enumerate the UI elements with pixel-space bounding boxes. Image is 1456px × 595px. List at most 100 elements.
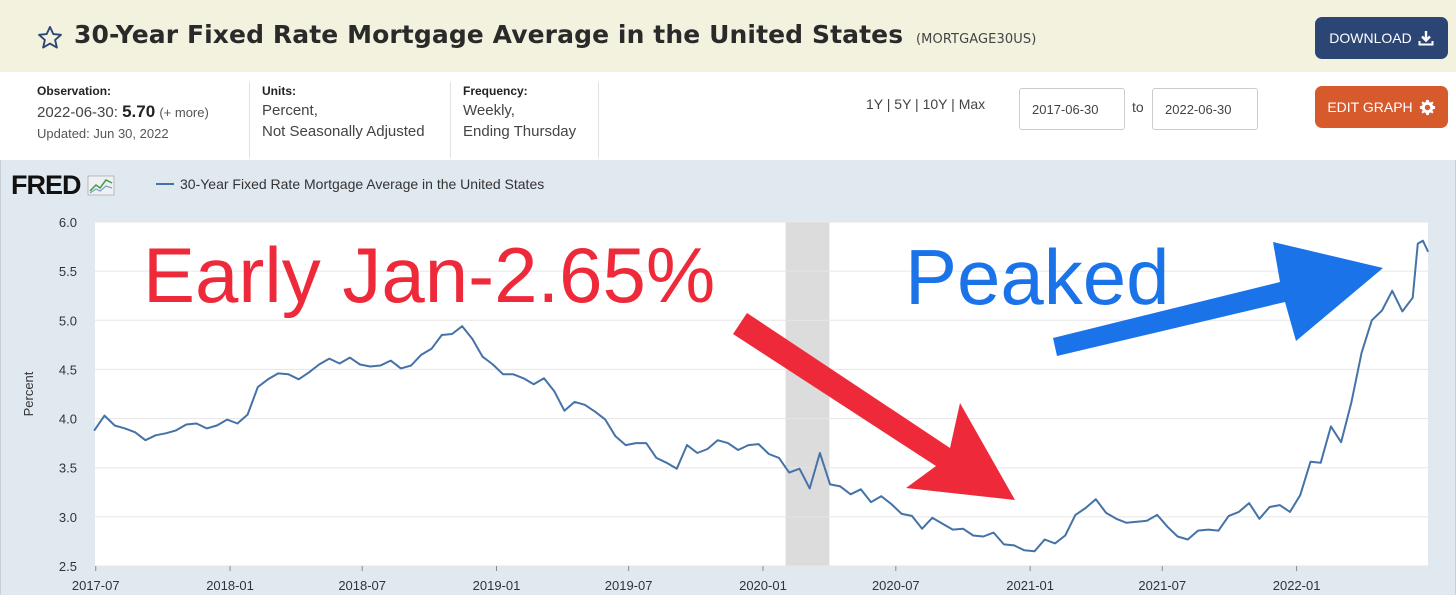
data-point <box>482 356 484 358</box>
data-point <box>604 418 606 421</box>
data-point <box>144 439 146 441</box>
range-10y[interactable]: 10Y <box>922 96 948 112</box>
data-point <box>1146 520 1148 522</box>
data-point <box>543 377 545 379</box>
download-button[interactable]: DOWNLOAD <box>1315 17 1448 59</box>
data-point <box>1003 543 1005 545</box>
data-point <box>1279 504 1281 506</box>
data-point <box>1217 530 1220 532</box>
units-label: Units: <box>262 84 296 98</box>
data-point <box>574 401 576 403</box>
data-point <box>257 386 259 388</box>
data-point <box>1125 522 1128 524</box>
data-point <box>1268 506 1271 508</box>
data-point <box>461 325 463 327</box>
data-point <box>338 362 341 365</box>
legend-swatch <box>156 183 174 185</box>
data-point <box>349 357 351 359</box>
units-line1: Percent, <box>262 102 318 119</box>
series-title: 30-Year Fixed Rate Mortgage Average in t… <box>74 20 904 49</box>
units-line2: Not Seasonally Adjusted <box>262 123 425 140</box>
x-tick-label: 2021-01 <box>1006 578 1054 593</box>
y-tick-label: 6.0 <box>59 215 77 230</box>
data-point <box>798 468 801 470</box>
data-point <box>1391 290 1393 292</box>
data-point <box>226 418 228 421</box>
data-point <box>195 422 198 425</box>
data-point <box>154 434 157 436</box>
page-title: 30-Year Fixed Rate Mortgage Average in t… <box>74 20 1036 49</box>
annotation-peaked: Peaked <box>905 233 1170 321</box>
data-point <box>287 373 290 375</box>
data-point <box>778 457 780 459</box>
download-icon <box>1418 31 1434 46</box>
data-point <box>1054 542 1056 544</box>
data-point <box>1033 550 1036 552</box>
data-point <box>860 488 862 490</box>
range-1y[interactable]: 1Y <box>866 96 883 112</box>
data-point <box>870 501 872 503</box>
data-point <box>952 529 954 531</box>
data-point <box>1320 462 1322 464</box>
date-to-input[interactable]: 2022-06-30 <box>1152 88 1258 130</box>
data-point <box>645 442 647 444</box>
y-tick-label: 4.5 <box>59 362 77 377</box>
data-point <box>522 377 525 379</box>
data-point <box>471 338 474 340</box>
x-tick-label: 2018-07 <box>338 578 386 593</box>
title-bar: 30-Year Fixed Rate Mortgage Average in t… <box>0 0 1456 72</box>
data-point <box>696 452 698 454</box>
data-point <box>1330 425 1332 428</box>
y-tick-label: 4.0 <box>59 412 77 427</box>
edit-graph-button[interactable]: EDIT GRAPH <box>1315 86 1448 128</box>
x-tick-label: 2022-01 <box>1273 578 1321 593</box>
data-point <box>165 432 167 434</box>
data-point <box>318 363 320 366</box>
observation-more-link[interactable]: (+ more) <box>159 105 209 120</box>
data-point <box>982 535 985 538</box>
data-point <box>635 442 637 444</box>
x-tick-label: 2019-01 <box>473 578 521 593</box>
data-point <box>1044 538 1046 541</box>
date-from-input[interactable]: 2017-06-30 <box>1019 88 1125 130</box>
data-point <box>379 364 382 367</box>
data-point <box>103 415 106 417</box>
range-max[interactable]: Max <box>958 96 986 112</box>
data-point <box>441 334 443 336</box>
frequency-label: Frequency: <box>463 84 528 98</box>
annotation-early-jan: Early Jan-2.65% <box>143 231 715 319</box>
series-id: (MORTGAGE30US) <box>916 32 1037 47</box>
data-point <box>962 528 964 530</box>
data-point <box>788 472 790 474</box>
data-point <box>901 513 903 515</box>
plot-background <box>95 222 1428 566</box>
chart-legend: 30-Year Fixed Rate Mortgage Average in t… <box>156 176 544 192</box>
data-point <box>625 444 627 446</box>
x-tick-label: 2021-07 <box>1138 578 1186 593</box>
star-icon[interactable] <box>36 24 64 52</box>
data-point <box>584 404 586 406</box>
x-tick-label: 2020-07 <box>872 578 920 593</box>
x-tick-label: 2017-07 <box>72 578 120 593</box>
data-point <box>1248 502 1250 504</box>
data-point <box>134 431 136 433</box>
data-point <box>809 487 811 489</box>
data-point <box>1258 518 1260 520</box>
data-point <box>410 364 412 367</box>
data-point <box>1228 515 1230 517</box>
data-point <box>1166 526 1168 528</box>
data-point <box>451 333 453 335</box>
range-5y[interactable]: 5Y <box>894 96 912 112</box>
data-point <box>880 495 882 497</box>
data-point <box>1197 530 1199 532</box>
data-point <box>1207 529 1209 531</box>
data-point <box>175 429 177 431</box>
observation-value: 5.70 <box>122 102 156 121</box>
data-point <box>216 424 218 427</box>
data-point <box>676 468 678 470</box>
data-point <box>277 372 279 374</box>
data-point <box>1299 494 1301 496</box>
data-point <box>246 414 249 416</box>
observation-block: Observation: 2022-06-30: 5.70 (+ more) U… <box>37 82 250 158</box>
x-tick-label: 2018-01 <box>206 578 254 593</box>
